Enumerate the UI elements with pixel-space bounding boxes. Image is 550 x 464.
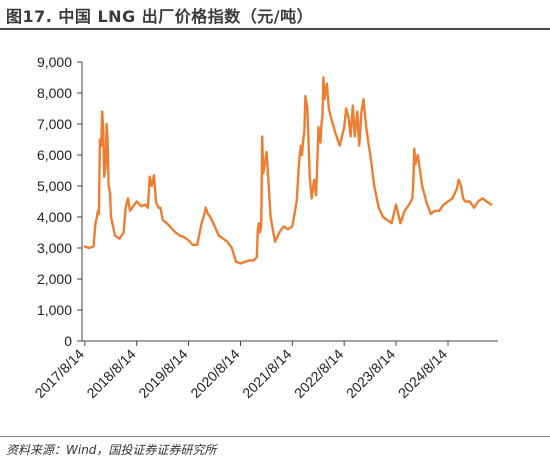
price-index-line: [83, 76, 493, 265]
y-tick-label: 2,000: [37, 271, 72, 287]
x-tick-label: 2024/8/14: [395, 346, 451, 402]
source-divider: [0, 436, 550, 437]
x-tick-label: 2018/8/14: [83, 346, 139, 402]
source-note: 资料来源：Wind，国投证券证券研究所: [6, 443, 217, 457]
title-divider: [0, 28, 550, 30]
y-tick-label: 1,000: [37, 302, 72, 318]
x-tick-label: 2017/8/14: [32, 346, 88, 402]
y-tick-label: 3,000: [37, 240, 72, 256]
y-tick-label: 4,000: [37, 209, 72, 225]
y-tick-label: 7,000: [37, 116, 72, 132]
x-tick-label: 2022/8/14: [291, 346, 347, 402]
y-tick-label: 0: [64, 333, 72, 349]
y-tick-label: 8,000: [37, 85, 72, 101]
x-tick-label: 2020/8/14: [187, 346, 243, 402]
x-tick-label: 2023/8/14: [343, 346, 399, 402]
y-axis: 0 1,000 2,000 3,000 4,000 5,000 6,000 7,000 8,00…: [37, 54, 83, 349]
figure-title: 图17. 中国 LNG 出厂价格指数（元/吨）: [6, 7, 314, 26]
y-tick-label: 9,000: [37, 54, 72, 70]
x-tick-label: 2021/8/14: [239, 346, 295, 402]
y-tick-label: 5,000: [37, 178, 72, 194]
x-tick-label: 2019/8/14: [135, 346, 191, 402]
x-axis: 2017/8/142018/8/142019/8/142020/8/142021…: [32, 340, 498, 402]
y-tick-label: 6,000: [37, 147, 72, 163]
